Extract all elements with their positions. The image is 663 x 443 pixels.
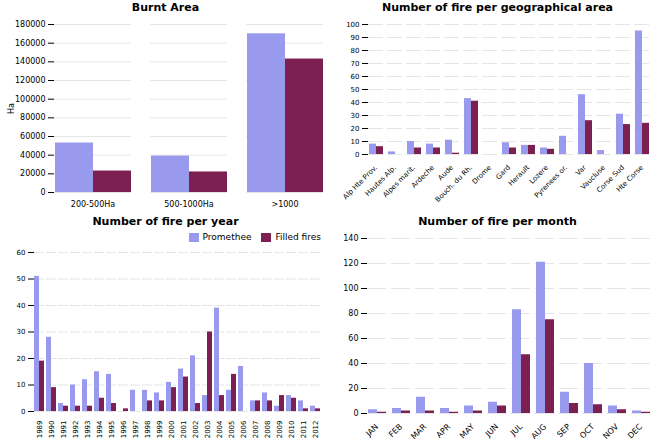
svg-text:40: 40 xyxy=(351,99,360,107)
svg-text:Corse Sud: Corse Sud xyxy=(595,163,626,195)
svg-text:40: 40 xyxy=(348,359,358,368)
svg-text:FEB: FEB xyxy=(387,422,404,439)
svg-text:2006: 2006 xyxy=(240,420,248,438)
svg-text:100000: 100000 xyxy=(15,95,46,104)
svg-text:Alpes marit.: Alpes marit. xyxy=(381,163,417,200)
svg-text:JUL: JUL xyxy=(508,422,524,438)
html-text:Promethee: Promethee xyxy=(202,232,252,242)
svg-text:2012: 2012 xyxy=(312,421,320,439)
svg-text:60: 60 xyxy=(348,334,358,343)
svg-text:1989: 1989 xyxy=(36,421,44,439)
svg-text:0: 0 xyxy=(353,409,358,418)
svg-text:2004: 2004 xyxy=(216,420,224,438)
svg-text:60: 60 xyxy=(17,249,26,257)
svg-text:20000: 20000 xyxy=(20,169,45,178)
svg-text:0: 0 xyxy=(21,408,25,416)
svg-text:Vaucluse: Vaucluse xyxy=(579,163,607,192)
svg-text:40000: 40000 xyxy=(20,151,45,160)
svg-text:1995: 1995 xyxy=(108,421,116,439)
html-text:Burnt Area: Burnt Area xyxy=(131,1,200,14)
svg-text:2000: 2000 xyxy=(168,421,176,439)
svg-text:1991: 1991 xyxy=(60,421,68,439)
svg-text:Ha: Ha xyxy=(7,103,16,114)
svg-text:1992: 1992 xyxy=(72,421,80,439)
svg-text:1997: 1997 xyxy=(132,421,140,439)
svg-text:Bouch. du Rh.: Bouch. du Rh. xyxy=(434,164,474,204)
svg-text:30: 30 xyxy=(17,328,26,336)
svg-text:Pyrenees or.: Pyrenees or. xyxy=(533,164,569,200)
svg-text:JUN: JUN xyxy=(483,422,500,439)
svg-text:60: 60 xyxy=(351,73,360,81)
svg-text:80: 80 xyxy=(348,309,358,318)
svg-text:140: 140 xyxy=(343,234,358,243)
svg-text:40: 40 xyxy=(17,302,26,310)
svg-text:>1000: >1000 xyxy=(271,200,298,209)
svg-text:Herault: Herault xyxy=(507,163,531,187)
svg-text:Gard: Gard xyxy=(494,163,512,182)
svg-text:1998: 1998 xyxy=(144,421,152,439)
svg-text:NOV: NOV xyxy=(601,422,620,441)
svg-text:DEC: DEC xyxy=(626,422,645,441)
svg-text:SEP: SEP xyxy=(555,422,572,439)
svg-text:AUG: AUG xyxy=(529,422,548,441)
svg-text:Var: Var xyxy=(574,164,588,178)
svg-text:50: 50 xyxy=(17,275,26,283)
svg-text:Hautes Alp.: Hautes Alp. xyxy=(363,163,398,198)
svg-text:2007: 2007 xyxy=(252,421,260,439)
svg-text:Lozere: Lozere xyxy=(528,163,550,186)
svg-text:JAN: JAN xyxy=(363,422,380,439)
svg-text:2008: 2008 xyxy=(264,421,272,439)
svg-text:2003: 2003 xyxy=(204,421,212,439)
svg-text:50: 50 xyxy=(351,86,360,94)
svg-text:140000: 140000 xyxy=(15,57,46,66)
svg-text:200-500Ha: 200-500Ha xyxy=(71,200,115,209)
svg-text:Ardeche: Ardeche xyxy=(410,164,436,190)
svg-text:2002: 2002 xyxy=(192,421,200,439)
html-text:Number of fire per month: Number of fire per month xyxy=(418,215,577,228)
svg-text:20: 20 xyxy=(351,125,360,133)
svg-text:30: 30 xyxy=(351,112,360,120)
svg-text:Aude: Aude xyxy=(436,163,455,182)
svg-text:Hte Corse: Hte Corse xyxy=(615,164,645,194)
html-text:Number of fire per year: Number of fire per year xyxy=(92,215,239,228)
svg-text:0: 0 xyxy=(40,188,45,197)
html-text:Filled fires: Filled fires xyxy=(275,232,321,242)
svg-text:500-1000Ha: 500-1000Ha xyxy=(164,200,214,209)
svg-text:MAY: MAY xyxy=(458,422,476,440)
svg-text:2001: 2001 xyxy=(180,421,188,439)
svg-text:2011: 2011 xyxy=(300,421,308,439)
svg-text:100: 100 xyxy=(343,284,358,293)
svg-text:160000: 160000 xyxy=(15,39,46,48)
svg-text:1996: 1996 xyxy=(120,420,128,438)
svg-text:70: 70 xyxy=(351,60,360,68)
svg-text:10: 10 xyxy=(351,138,360,146)
svg-text:20: 20 xyxy=(17,355,26,363)
svg-text:Drome: Drome xyxy=(471,164,493,186)
svg-text:1994: 1994 xyxy=(96,420,104,438)
svg-text:100: 100 xyxy=(346,21,359,29)
svg-text:180000: 180000 xyxy=(15,20,46,29)
svg-text:1999: 1999 xyxy=(156,421,164,439)
svg-text:Alp Hte Prov.: Alp Hte Prov. xyxy=(341,163,379,202)
svg-text:120: 120 xyxy=(343,259,358,268)
svg-text:2005: 2005 xyxy=(228,421,236,439)
svg-text:60000: 60000 xyxy=(20,132,45,141)
html-text:Number of fire per geographica: Number of fire per geographical area xyxy=(382,1,613,14)
svg-text:120000: 120000 xyxy=(15,76,46,85)
svg-text:0: 0 xyxy=(355,151,359,159)
svg-text:1993: 1993 xyxy=(84,421,92,439)
svg-text:20: 20 xyxy=(348,384,358,393)
svg-text:1990: 1990 xyxy=(48,421,56,439)
svg-text:MAR: MAR xyxy=(409,422,428,441)
svg-text:80000: 80000 xyxy=(20,113,45,122)
svg-text:10: 10 xyxy=(17,381,26,389)
svg-text:2009: 2009 xyxy=(276,421,284,439)
svg-text:2010: 2010 xyxy=(288,421,296,439)
svg-text:APR: APR xyxy=(435,422,453,440)
svg-text:OCT: OCT xyxy=(578,422,596,440)
svg-text:80: 80 xyxy=(351,47,360,55)
svg-text:90: 90 xyxy=(351,34,360,42)
